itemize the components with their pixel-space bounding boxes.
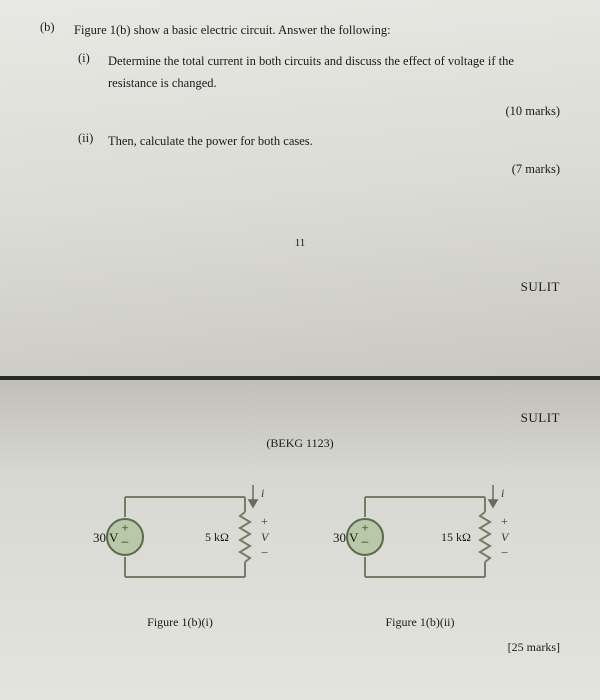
- circuit-right-svg: + − 30 V 15 kΩ i + V −: [315, 467, 525, 607]
- total-marks: [25 marks]: [40, 640, 560, 655]
- part-b-label: (b): [40, 20, 74, 41]
- sub-i-row: (i) Determine the total current in both …: [74, 51, 560, 94]
- sub-ii-label: (ii): [74, 131, 108, 152]
- left-resistor-label: 5 kΩ: [205, 530, 229, 544]
- sub-ii-text: Then, calculate the power for both cases…: [108, 131, 560, 152]
- confidential-upper: SULIT: [40, 279, 560, 295]
- circuit-left-svg: + − 30 V 5 kΩ i + V −: [75, 467, 285, 607]
- left-caption: Figure 1(b)(i): [147, 615, 213, 630]
- sub-ii-marks: (7 marks): [40, 162, 560, 177]
- source-plus: +: [121, 520, 128, 535]
- left-source-label: 30 V: [93, 530, 119, 545]
- resistor-icon: [480, 512, 490, 562]
- confidential-lower: SULIT: [40, 410, 560, 426]
- resistor-icon: [240, 512, 250, 562]
- page-lower: SULIT (BEKG 1123) + − 30 V: [0, 380, 600, 700]
- source-minus: −: [361, 535, 369, 551]
- left-v-plus: +: [261, 514, 268, 528]
- right-caption: Figure 1(b)(ii): [386, 615, 455, 630]
- question-b-row: (b) Figure 1(b) show a basic electric ci…: [40, 20, 560, 41]
- left-v-minus: −: [261, 545, 268, 560]
- current-arrow-icon: [489, 485, 497, 507]
- page-upper: (b) Figure 1(b) show a basic electric ci…: [0, 0, 600, 380]
- right-current-symbol: i: [501, 486, 504, 500]
- right-v-plus: +: [501, 514, 508, 528]
- circuit-right: + − 30 V 15 kΩ i + V − Figure 1(b)(ii): [315, 467, 525, 630]
- right-voltage-symbol: V: [501, 530, 510, 544]
- right-v-minus: −: [501, 545, 508, 560]
- circuit-left: + − 30 V 5 kΩ i + V − Figure 1(b)(i): [75, 467, 285, 630]
- sub-ii-row: (ii) Then, calculate the power for both …: [74, 131, 560, 152]
- circuits-container: + − 30 V 5 kΩ i + V − Figure 1(b)(i): [40, 467, 560, 630]
- course-code: (BEKG 1123): [40, 436, 560, 451]
- page-number: 11: [40, 237, 560, 249]
- current-arrow-icon: [249, 485, 257, 507]
- source-minus: −: [121, 535, 129, 551]
- sub-i-marks: (10 marks): [40, 104, 560, 119]
- sub-i-label: (i): [74, 51, 108, 94]
- right-source-label: 30 V: [333, 530, 359, 545]
- part-b-text: Figure 1(b) show a basic electric circui…: [74, 20, 560, 41]
- source-plus: +: [361, 520, 368, 535]
- left-current-symbol: i: [261, 486, 264, 500]
- left-voltage-symbol: V: [261, 530, 270, 544]
- sub-i-text: Determine the total current in both circ…: [108, 51, 560, 94]
- right-resistor-label: 15 kΩ: [441, 530, 471, 544]
